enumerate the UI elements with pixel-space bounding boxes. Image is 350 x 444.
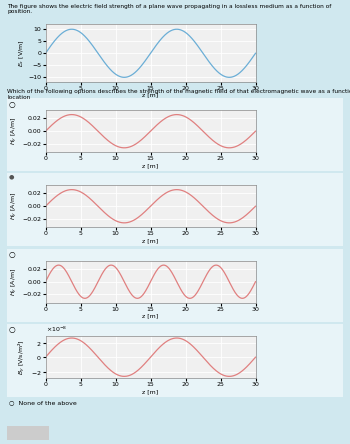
X-axis label: z [m]: z [m]: [142, 313, 159, 318]
X-axis label: z [m]: z [m]: [142, 93, 159, 98]
Text: ●: ●: [9, 174, 14, 179]
Text: The figure shows the electric field strength of a plane wave propagating in a lo: The figure shows the electric field stre…: [7, 4, 331, 14]
X-axis label: z [m]: z [m]: [142, 389, 159, 394]
Y-axis label: $B_y$ [V/s/m²]: $B_y$ [V/s/m²]: [17, 339, 28, 375]
Y-axis label: $H_y$ [A/m]: $H_y$ [A/m]: [9, 117, 20, 145]
Y-axis label: $E_x$ [V/m]: $E_x$ [V/m]: [17, 40, 26, 67]
Y-axis label: $H_y$ [A/m]: $H_y$ [A/m]: [9, 192, 20, 220]
Text: ○: ○: [9, 250, 15, 258]
X-axis label: z [m]: z [m]: [142, 163, 159, 168]
Text: Which of the following options describes the strength of the magnetic field of t: Which of the following options describes…: [7, 89, 350, 99]
Text: ○: ○: [9, 325, 15, 334]
X-axis label: z [m]: z [m]: [142, 238, 159, 243]
Text: ○: ○: [9, 100, 15, 109]
Y-axis label: $H_y$ [A/m]: $H_y$ [A/m]: [9, 268, 20, 296]
Text: ○  None of the above: ○ None of the above: [9, 400, 77, 405]
